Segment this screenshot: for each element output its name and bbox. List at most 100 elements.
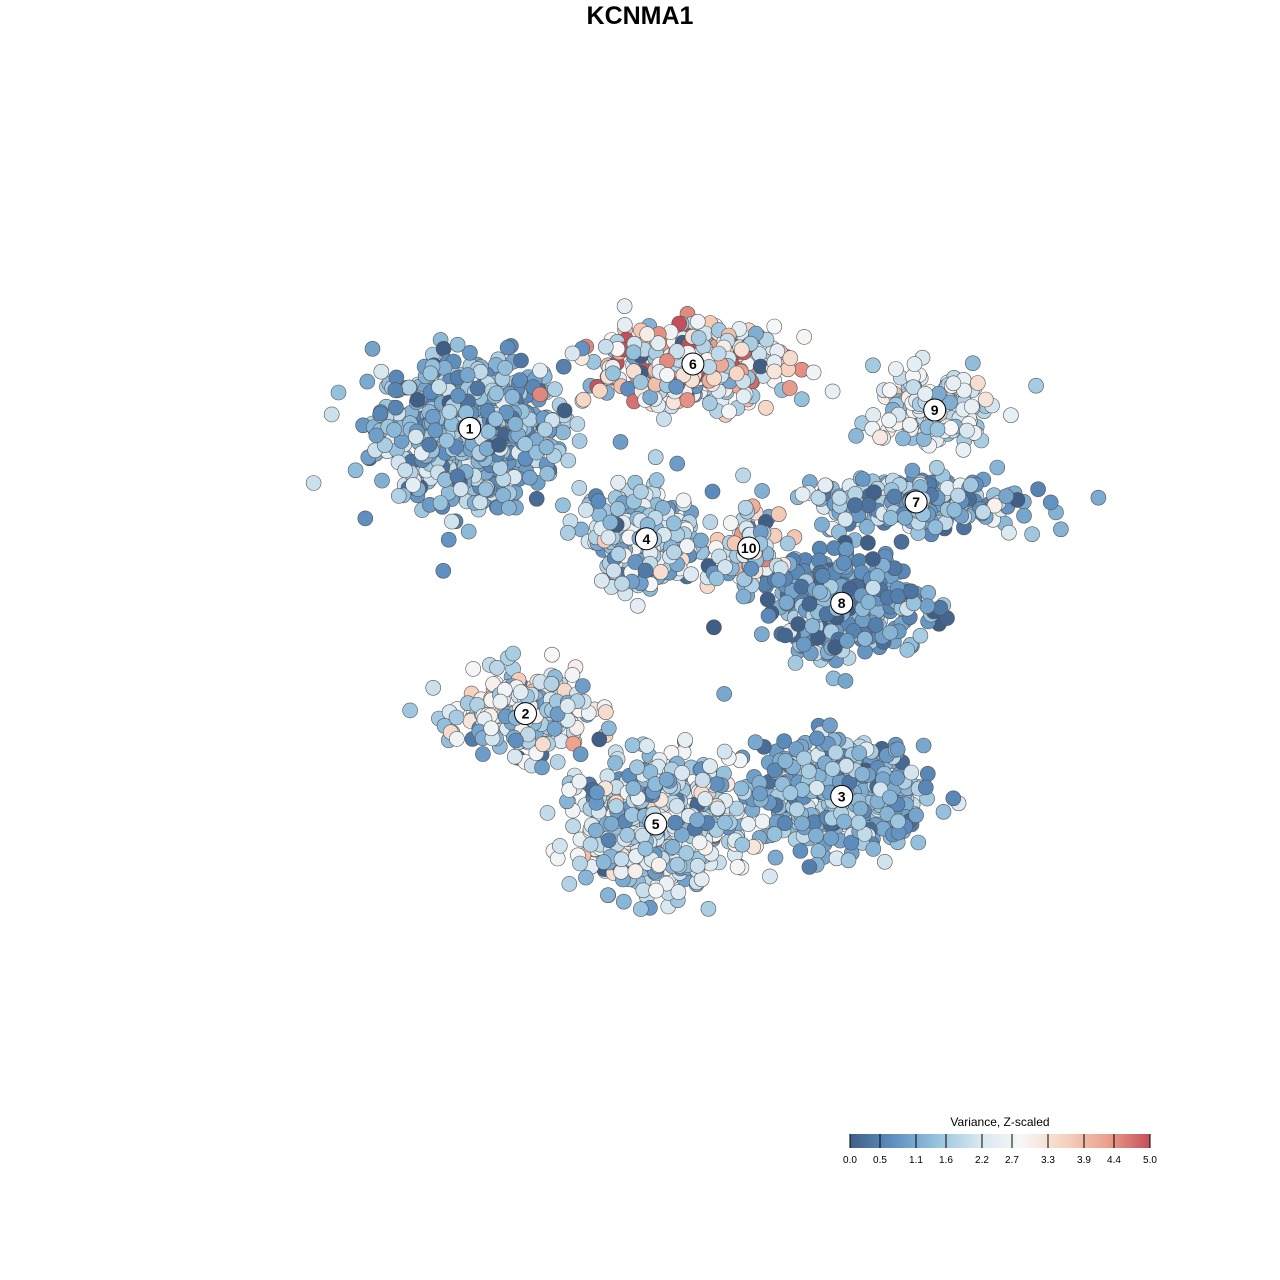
cell-point <box>782 785 799 801</box>
cell-point <box>405 477 421 493</box>
cell-point <box>945 375 962 392</box>
cell-point <box>610 474 627 491</box>
cluster-label-text: 8 <box>838 595 846 611</box>
cell-point <box>538 439 555 456</box>
cell-point <box>575 391 592 408</box>
cell-point <box>728 365 745 382</box>
cell-point <box>591 731 608 748</box>
cell-point <box>572 746 589 763</box>
cell-point <box>632 374 649 390</box>
cell-point <box>489 659 505 676</box>
cell-point <box>578 869 594 886</box>
cell-point <box>656 411 672 427</box>
cell-point <box>605 365 621 382</box>
cell-point <box>882 624 899 641</box>
cell-point <box>462 344 478 361</box>
cell-point <box>962 477 979 493</box>
cell-point <box>737 499 754 516</box>
cell-point <box>837 511 854 528</box>
cell-point <box>668 798 685 814</box>
cell-point <box>648 472 665 488</box>
cell-point <box>560 524 576 541</box>
cell-point <box>689 313 706 330</box>
cell-point <box>605 562 622 579</box>
cell-point <box>597 338 614 355</box>
cell-point <box>717 559 733 576</box>
cell-point <box>632 901 649 917</box>
cluster-label-badge <box>634 527 658 551</box>
cell-point <box>1028 377 1044 394</box>
cell-point <box>740 816 757 832</box>
cluster-label-text: 6 <box>689 356 697 372</box>
cell-point <box>517 436 534 452</box>
cell-point <box>1042 494 1059 511</box>
cell-point <box>440 531 457 548</box>
cell-point <box>551 838 568 854</box>
cell-point <box>700 900 717 917</box>
cluster-label-text: 2 <box>522 706 530 722</box>
cell-point <box>425 679 442 696</box>
chart-title: KCNMA1 <box>586 2 694 30</box>
cell-point <box>709 800 726 817</box>
cell-point <box>521 469 538 486</box>
cell-point <box>919 765 936 782</box>
cell-point <box>903 583 919 600</box>
cell-point <box>886 488 903 505</box>
cell-point <box>854 471 871 487</box>
cell-point <box>1024 526 1040 543</box>
cluster-label-4: 4 <box>634 527 658 551</box>
cell-point <box>667 814 684 831</box>
cell-point <box>561 876 578 892</box>
cell-point <box>449 468 466 485</box>
cell-point <box>683 566 699 583</box>
cell-point <box>408 428 424 445</box>
cell-point <box>449 336 466 353</box>
cell-point <box>860 534 876 551</box>
cell-point <box>935 803 952 820</box>
cell-point <box>616 298 633 315</box>
cell-point <box>483 720 500 737</box>
cell-point <box>758 399 774 416</box>
cell-point <box>472 363 489 380</box>
cell-point <box>402 702 418 719</box>
cell-point <box>373 363 390 380</box>
cell-point <box>859 519 875 535</box>
cell-point <box>890 813 906 830</box>
cell-point <box>561 782 578 798</box>
cell-point <box>881 412 897 429</box>
cell-point <box>895 430 911 447</box>
cell-point <box>582 836 599 853</box>
cell-point <box>477 481 494 498</box>
cluster-label-2: 2 <box>514 702 537 726</box>
cell-point <box>929 421 946 438</box>
cell-point <box>766 318 783 335</box>
cell-point <box>867 617 884 633</box>
cell-point <box>860 497 877 514</box>
cell-point <box>1001 524 1017 541</box>
cell-point <box>857 630 873 647</box>
cluster-label-1: 1 <box>458 416 482 440</box>
cell-point <box>616 317 633 333</box>
cell-point <box>754 483 770 499</box>
cell-point <box>627 863 644 880</box>
cell-point <box>721 403 737 420</box>
cell-point <box>673 827 690 843</box>
cell-point <box>555 358 572 375</box>
cell-point <box>735 467 751 484</box>
cell-point <box>323 406 340 423</box>
cell-point <box>754 813 771 830</box>
cell-point <box>852 800 869 817</box>
cell-point <box>920 584 937 601</box>
cell-point <box>889 741 906 758</box>
cell-point <box>512 684 529 700</box>
cell-point <box>776 733 792 750</box>
cell-point <box>555 497 571 514</box>
cell-point <box>590 493 607 509</box>
cell-point <box>824 383 841 400</box>
cell-point <box>850 814 867 831</box>
cell-point <box>808 827 824 844</box>
cell-point <box>564 345 581 362</box>
cell-point <box>735 388 752 405</box>
cell-point <box>932 599 949 616</box>
cell-point <box>694 772 711 788</box>
